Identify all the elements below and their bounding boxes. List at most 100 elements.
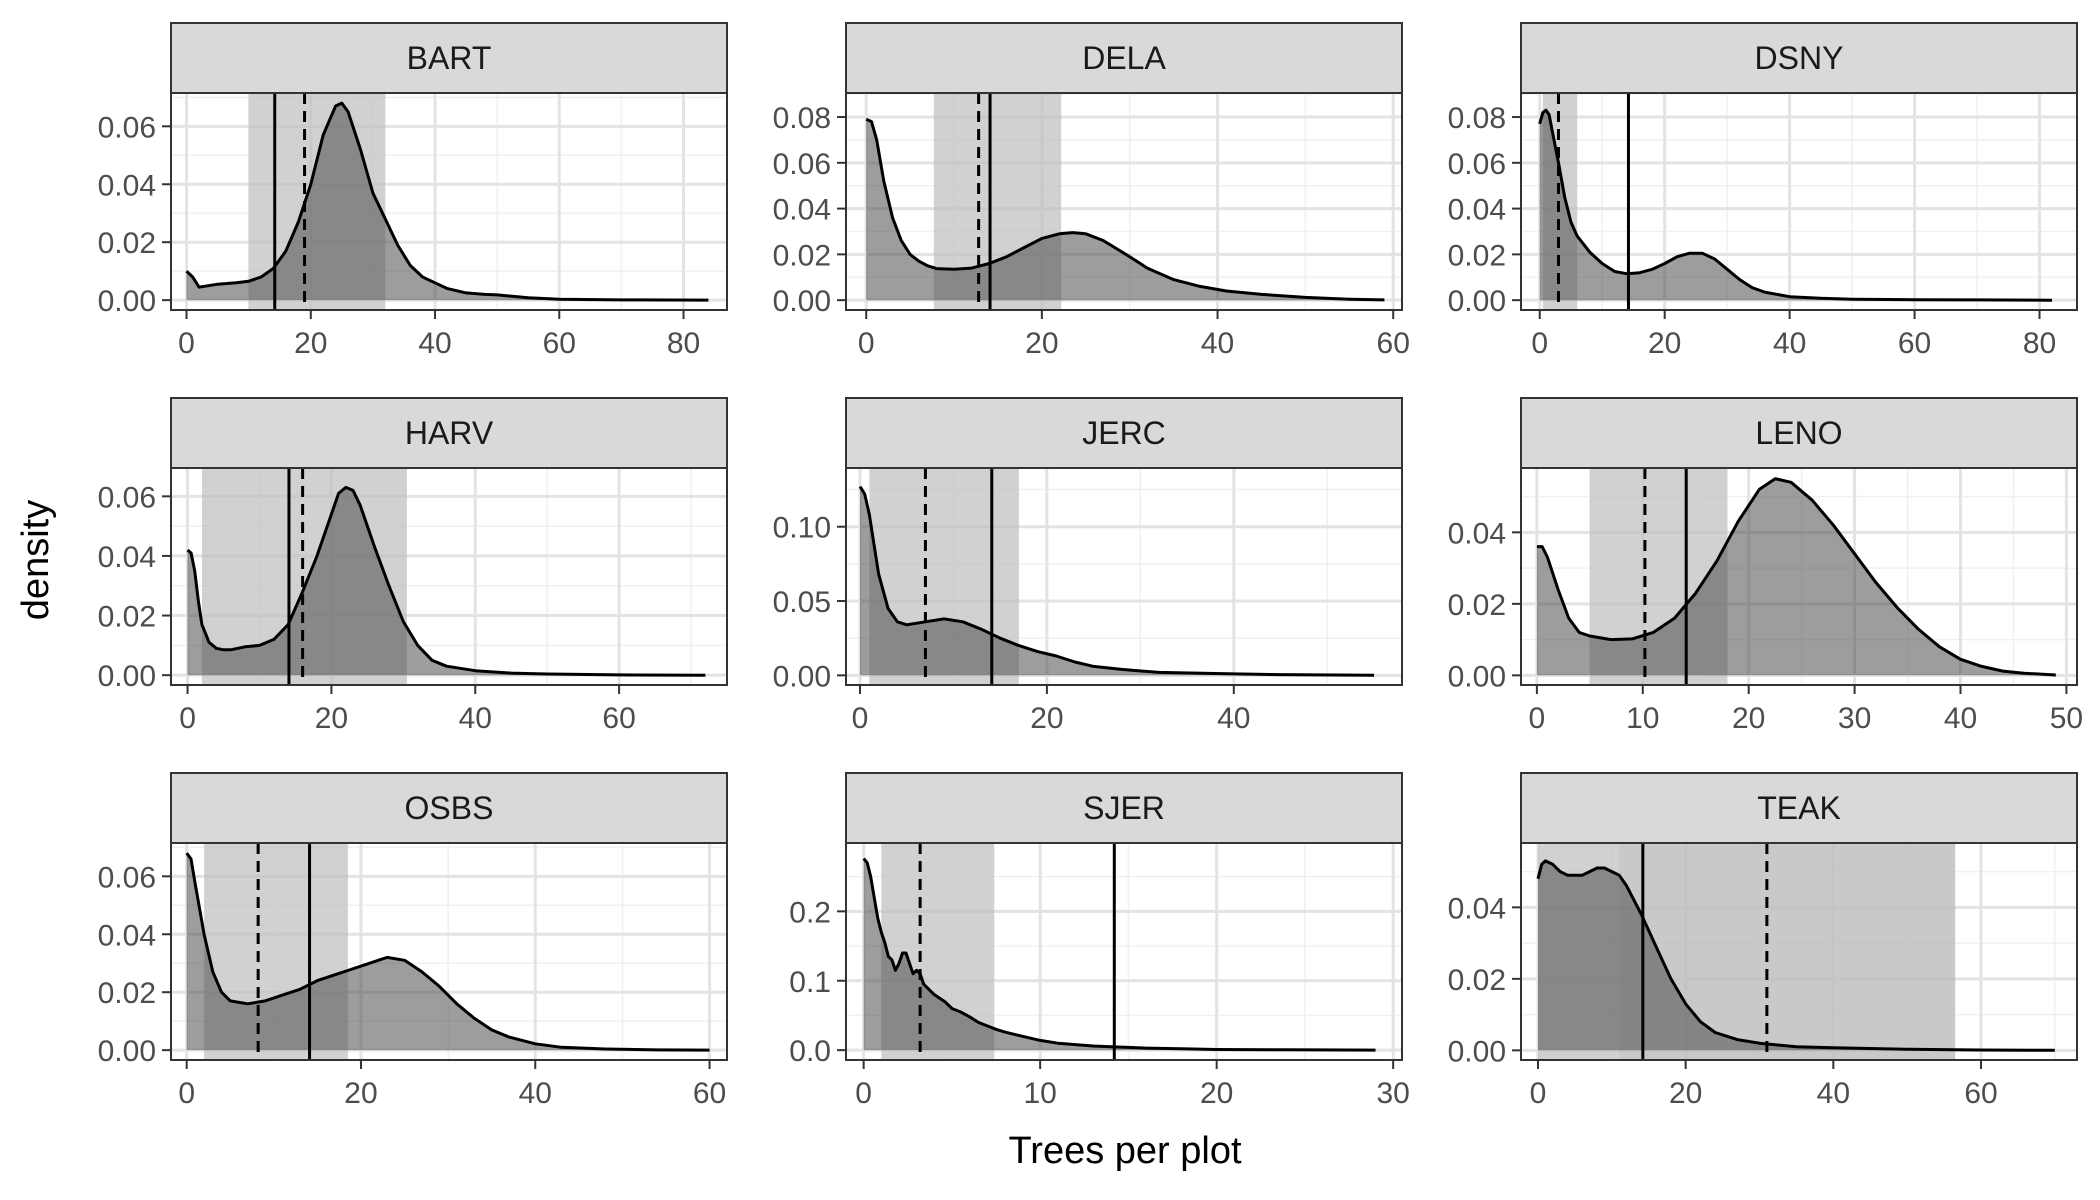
x-tick-label: 20 <box>1200 1077 1233 1110</box>
density-area <box>1539 110 2052 301</box>
y-tick-label: 0.04 <box>1448 517 1506 550</box>
panel-border <box>845 842 1403 1061</box>
panel-border <box>845 467 1403 686</box>
facet-dela: DELA 0 20 40 60 0.00 0.02 0.04 0.06 0.08 <box>773 22 1410 360</box>
panel-border <box>1520 92 2078 311</box>
facet-strip <box>170 22 728 94</box>
facet-strip-label: TEAK <box>1757 790 1841 826</box>
x-tick-label: 0 <box>852 702 869 735</box>
x-tick-label: 60 <box>602 702 635 735</box>
facet-strip-label: DELA <box>1082 40 1166 76</box>
x-tick-label: 60 <box>1377 327 1410 360</box>
facet-strip <box>845 22 1403 94</box>
y-tick-label: 0.02 <box>773 239 831 272</box>
x-tick-label: 0 <box>1529 702 1546 735</box>
x-tick-label: 20 <box>1030 702 1063 735</box>
density-curve <box>185 852 710 1052</box>
y-tick-label: 0.04 <box>98 169 156 202</box>
x-tick-label: 50 <box>2050 702 2083 735</box>
x-tick-label: 60 <box>693 1077 726 1110</box>
x-tick-label: 20 <box>1025 327 1058 360</box>
x-tick-label: 0 <box>1530 1077 1547 1110</box>
x-tick-label: 10 <box>1626 702 1659 735</box>
panel-plot-area <box>171 468 727 685</box>
x-axis-title: Trees per plot <box>1008 1130 1241 1172</box>
y-tick-label: 0.0 <box>789 1035 831 1068</box>
y-tick-label: 0.02 <box>1448 239 1506 272</box>
x-tick-label: 60 <box>543 327 576 360</box>
x-tick-label: 40 <box>1201 327 1234 360</box>
x-tick-label: 40 <box>1217 702 1250 735</box>
y-axis-title: density <box>15 500 57 620</box>
x-tick-label: 10 <box>1023 1077 1056 1110</box>
x-tick-label: 20 <box>294 327 327 360</box>
density-curve <box>865 117 1385 302</box>
y-tick-label: 0.2 <box>789 896 831 929</box>
panel-plot-area <box>1521 843 2077 1060</box>
facet-sjer: SJER 0 10 20 30 0.0 0.1 0.2 <box>789 772 1410 1110</box>
density-curve <box>862 857 1376 1052</box>
x-tick-label: 40 <box>519 1077 552 1110</box>
y-tick-label: 0.02 <box>1448 964 1506 997</box>
x-tick-label: 0 <box>1531 327 1548 360</box>
density-area <box>186 853 710 1051</box>
facet-strip-label: JERC <box>1082 415 1166 451</box>
y-tick-label: 0.00 <box>1448 1035 1506 1068</box>
panel-border <box>1520 467 2078 686</box>
panel-border <box>170 467 728 686</box>
y-tick-label: 0.02 <box>1448 589 1506 622</box>
facet-harv: HARV 0 20 40 60 0.00 0.02 0.04 0.06 <box>98 397 728 735</box>
panel-border <box>845 92 1403 311</box>
y-tick-label: 0.00 <box>98 660 156 693</box>
x-tick-label: 20 <box>1732 702 1765 735</box>
facet-dsny: DSNY 0 20 40 60 80 0.00 0.02 0.04 0.06 0.08 <box>1448 22 2078 360</box>
y-tick-label: 0.06 <box>1448 148 1506 181</box>
density-area <box>1538 860 2055 1051</box>
panel-plot-area <box>846 843 1402 1060</box>
density-area <box>1536 478 2056 676</box>
facet-osbs: OSBS 0 20 40 60 0.00 0.02 0.04 0.06 <box>98 772 728 1110</box>
y-tick-label: 0.00 <box>98 1035 156 1068</box>
y-tick-label: 0.06 <box>773 148 831 181</box>
facet-leno: LENO 0 10 20 30 40 50 0.00 0.02 0.04 <box>1448 397 2083 735</box>
facet-strip-label: OSBS <box>405 790 494 826</box>
x-tick-label: 20 <box>315 702 348 735</box>
x-tick-label: 30 <box>1376 1077 1409 1110</box>
facet-strip <box>1520 772 2078 844</box>
facet-strip-label: BART <box>407 40 492 76</box>
x-tick-label: 80 <box>2023 327 2056 360</box>
density-area <box>186 103 709 301</box>
density-area <box>866 119 1385 301</box>
y-tick-label: 0.06 <box>98 481 156 514</box>
y-tick-label: 0.02 <box>98 227 156 260</box>
panel-plot-area <box>846 93 1402 310</box>
x-tick-label: 40 <box>418 327 451 360</box>
y-tick-label: 0.04 <box>773 194 831 227</box>
y-tick-label: 0.00 <box>773 660 831 693</box>
density-area <box>187 487 706 676</box>
y-tick-label: 0.04 <box>1448 194 1506 227</box>
y-tick-label: 0.02 <box>98 601 156 634</box>
y-tick-label: 0.00 <box>1448 285 1506 318</box>
density-curve <box>1536 859 2055 1052</box>
y-tick-label: 0.02 <box>98 977 156 1010</box>
y-tick-label: 0.00 <box>98 285 156 318</box>
x-tick-label: 40 <box>459 702 492 735</box>
y-tick-label: 0.04 <box>98 541 156 574</box>
panel-plot-area <box>171 843 727 1060</box>
panel-border <box>170 842 728 1061</box>
x-tick-label: 30 <box>1838 702 1871 735</box>
y-tick-label: 0.05 <box>773 586 831 619</box>
facet-bart: BART 0 20 40 60 80 0.00 0.02 0.04 0.06 <box>98 22 728 360</box>
x-tick-label: 0 <box>855 1077 872 1110</box>
y-tick-label: 0.00 <box>773 285 831 318</box>
facet-jerc: JERC 0 20 40 0.00 0.05 0.10 <box>773 397 1403 735</box>
y-tick-label: 0.04 <box>98 919 156 952</box>
x-tick-label: 40 <box>1773 327 1806 360</box>
x-tick-label: 40 <box>1817 1077 1850 1110</box>
facet-strip <box>1520 22 2078 94</box>
density-area <box>863 858 1376 1051</box>
y-tick-label: 0.06 <box>98 861 156 894</box>
